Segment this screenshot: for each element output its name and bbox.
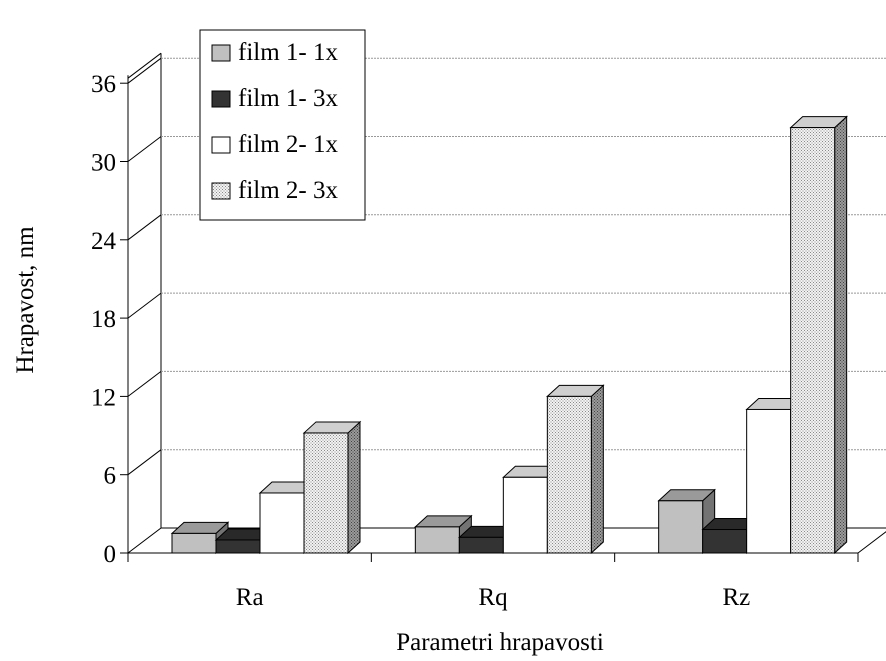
legend-label-2: film 1- 3x: [238, 85, 338, 112]
side-wall-top: [127, 52, 162, 79]
legend-swatch-3: [211, 136, 231, 154]
gridline-side: [127, 57, 162, 84]
legend: film 1- 1x film 1- 3x film 2- 1x film 2- 3x: [199, 29, 366, 221]
y-tick-label: 36: [91, 71, 116, 98]
y-tick-label: 18: [91, 306, 116, 333]
bar-side: [347, 420, 361, 555]
x-tick-label-rz: Rz: [722, 584, 750, 611]
side-wall: [127, 53, 162, 555]
legend-swatch-2: [211, 90, 231, 108]
bar-side: [834, 115, 848, 555]
y-tick-label: 0: [104, 541, 117, 568]
legend-label-3: film 2- 1x: [238, 131, 338, 158]
tick-labels: 0 6 12 18 24 30 36 Ra Rq Rz: [91, 71, 750, 611]
gridline-side: [127, 371, 162, 397]
bar-front: [215, 539, 261, 554]
bar-rq-series-4: [546, 384, 605, 555]
bar-front: [546, 395, 592, 554]
legend-label-1: film 1- 1x: [238, 39, 338, 66]
bar-front: [702, 529, 748, 554]
gridline-side: [127, 136, 162, 162]
legend-swatch-1: [211, 44, 231, 62]
y-tick-label: 30: [91, 150, 116, 177]
y-tick-label: 12: [91, 384, 116, 411]
y-tick-label: 24: [91, 228, 117, 255]
legend-label-4: film 2- 3x: [238, 177, 338, 204]
legend-swatch-4: [211, 182, 231, 200]
bar-front: [171, 532, 217, 554]
bar-front: [746, 408, 792, 554]
x-axis-label: Parametri hrapavosti: [396, 629, 604, 656]
bar-front: [502, 476, 548, 554]
floor-edge: [161, 527, 886, 554]
gridline-side: [127, 214, 162, 241]
gridline-side: [127, 292, 162, 319]
gridline-side: [127, 449, 162, 476]
x-tick-label-rq: Rq: [478, 584, 508, 611]
bar-front: [303, 432, 349, 554]
bar-front: [414, 526, 460, 554]
bar-front: [259, 492, 305, 554]
y-axis-label: Hrapavost, nm: [12, 226, 39, 374]
bar-front: [790, 127, 836, 554]
bar-rz-series-4: [789, 115, 848, 555]
x-tick-label-ra: Ra: [236, 584, 264, 611]
bars: [170, 115, 848, 555]
bar-front: [458, 536, 504, 554]
y-tick-label: 6: [104, 463, 117, 490]
bar-side: [590, 384, 604, 555]
bar-front: [658, 500, 704, 554]
bar-ra-series-4: [302, 420, 362, 555]
